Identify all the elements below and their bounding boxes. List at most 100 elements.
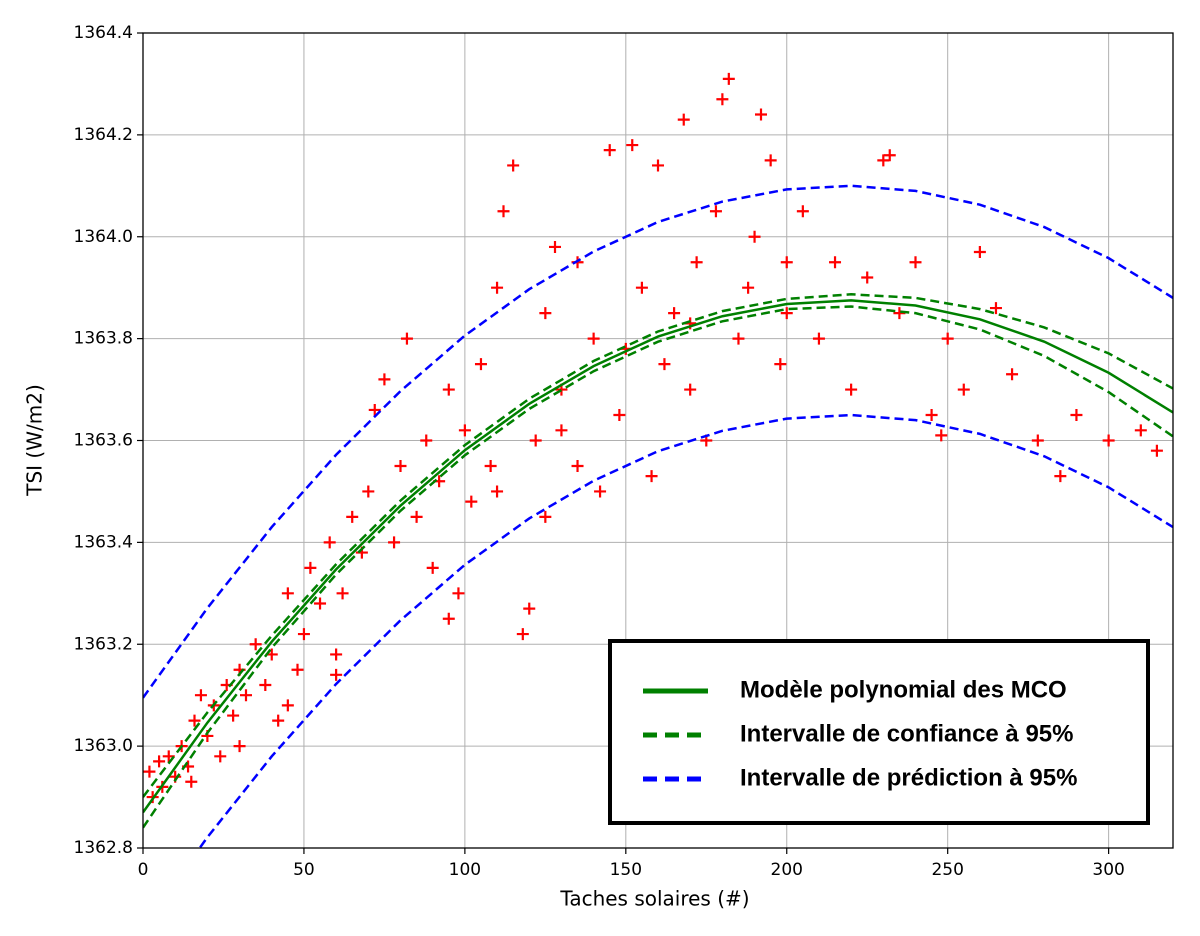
- scatter-point: [709, 205, 722, 218]
- scatter-point: [1150, 444, 1163, 457]
- scatter-point: [214, 750, 227, 763]
- scatter-point: [587, 332, 600, 345]
- fit-line: [143, 184, 1173, 699]
- scatter-point: [394, 459, 407, 472]
- scatter-point: [829, 256, 842, 269]
- scatter-point: [420, 434, 433, 447]
- y-tick-label: 1364.0: [74, 227, 133, 247]
- fit-line: [143, 299, 1173, 814]
- x-tick-label: 100: [449, 860, 481, 880]
- y-tick-label: 1362.8: [74, 838, 133, 858]
- scatter-point: [764, 154, 777, 167]
- scatter-point: [594, 485, 607, 498]
- scatter-point: [1031, 434, 1044, 447]
- scatter-point: [143, 765, 156, 778]
- scatter-point: [571, 459, 584, 472]
- scatter-point: [957, 383, 970, 396]
- scatter-point: [400, 332, 413, 345]
- scatter-point: [529, 434, 542, 447]
- legend-box: [608, 639, 1150, 825]
- scatter-point: [297, 628, 310, 641]
- scatter-point: [474, 358, 487, 371]
- y-tick-label: 1363.6: [74, 431, 133, 451]
- scatter-point: [452, 587, 465, 600]
- scatter-point: [362, 485, 375, 498]
- y-axis-label: TSI (W/m2): [23, 384, 47, 497]
- scatter-point: [877, 154, 890, 167]
- scatter-point: [465, 495, 478, 508]
- y-tick-label: 1363.0: [74, 736, 133, 756]
- scatter-point: [491, 485, 504, 498]
- scatter-point: [539, 307, 552, 320]
- scatter-point: [259, 679, 272, 691]
- scatter-point: [516, 628, 529, 641]
- x-tick-label: 0: [138, 860, 149, 880]
- scatter-point: [613, 409, 626, 422]
- scatter-point: [336, 587, 349, 600]
- scatter-point: [645, 470, 658, 483]
- scatter-point: [1006, 368, 1019, 381]
- scatter-point: [748, 230, 761, 243]
- scatter-point: [491, 281, 504, 294]
- scatter-point: [658, 358, 671, 371]
- scatter-point: [484, 459, 497, 472]
- scatter-point: [668, 307, 681, 320]
- scatter-point: [909, 256, 922, 269]
- scatter-point: [442, 383, 455, 396]
- scatter-point: [652, 159, 664, 172]
- scatter-point: [507, 159, 520, 172]
- scatter-point: [925, 409, 938, 422]
- scatter-point: [989, 302, 1002, 315]
- scatter-point: [883, 149, 896, 162]
- scatter-point: [626, 139, 639, 152]
- scatter-point: [1070, 409, 1083, 422]
- scatter-point: [272, 714, 285, 727]
- scatter-point: [635, 281, 648, 294]
- scatter-point: [845, 383, 858, 396]
- scatter-point: [368, 403, 381, 416]
- scatter-point: [1102, 434, 1115, 447]
- scatter-point: [935, 429, 948, 442]
- fit-line: [143, 305, 1173, 829]
- scatter-point: [281, 587, 294, 600]
- scatter-point: [755, 108, 767, 121]
- scatter-point: [812, 332, 825, 345]
- legend-label: Intervalle de confiance à 95%: [740, 720, 1073, 747]
- x-tick-label: 50: [293, 860, 315, 880]
- scatter-point: [388, 536, 401, 549]
- y-tick-label: 1363.4: [74, 532, 133, 552]
- y-tick-label: 1363.8: [74, 329, 133, 349]
- scatter-point: [677, 113, 690, 126]
- scatter-point: [458, 424, 471, 437]
- scatter-point: [973, 246, 986, 259]
- scatter-point: [780, 307, 793, 320]
- scatter-point: [1134, 424, 1147, 437]
- scatter-point: [732, 332, 745, 345]
- scatter-point: [722, 72, 735, 85]
- scatter-point: [780, 256, 793, 269]
- x-tick-label: 150: [610, 860, 642, 880]
- scatter-point: [861, 271, 874, 284]
- y-tick-label: 1364.2: [74, 125, 133, 145]
- scatter-point: [188, 714, 201, 727]
- scatter-point: [523, 602, 536, 615]
- scatter-point: [330, 668, 343, 681]
- scatter-point: [153, 755, 166, 768]
- scatter-point: [249, 638, 262, 651]
- scatter-point: [555, 424, 568, 437]
- legend-label: Modèle polynomial des MCO: [740, 676, 1067, 703]
- scatter-point: [240, 689, 252, 702]
- x-tick-label: 300: [1092, 860, 1124, 880]
- scatter-point: [539, 510, 552, 523]
- fit-line: [143, 293, 1173, 798]
- y-tick-label: 1364.4: [74, 23, 133, 43]
- scatter-point: [346, 510, 359, 523]
- y-tick-label: 1363.2: [74, 634, 133, 654]
- scatter-point: [426, 561, 439, 574]
- scatter-point: [549, 240, 561, 253]
- scatter-point: [185, 775, 198, 788]
- scatter-point: [291, 663, 304, 676]
- scatter-point: [323, 536, 336, 549]
- scatter-point: [410, 510, 423, 523]
- scatter-point: [1054, 470, 1067, 483]
